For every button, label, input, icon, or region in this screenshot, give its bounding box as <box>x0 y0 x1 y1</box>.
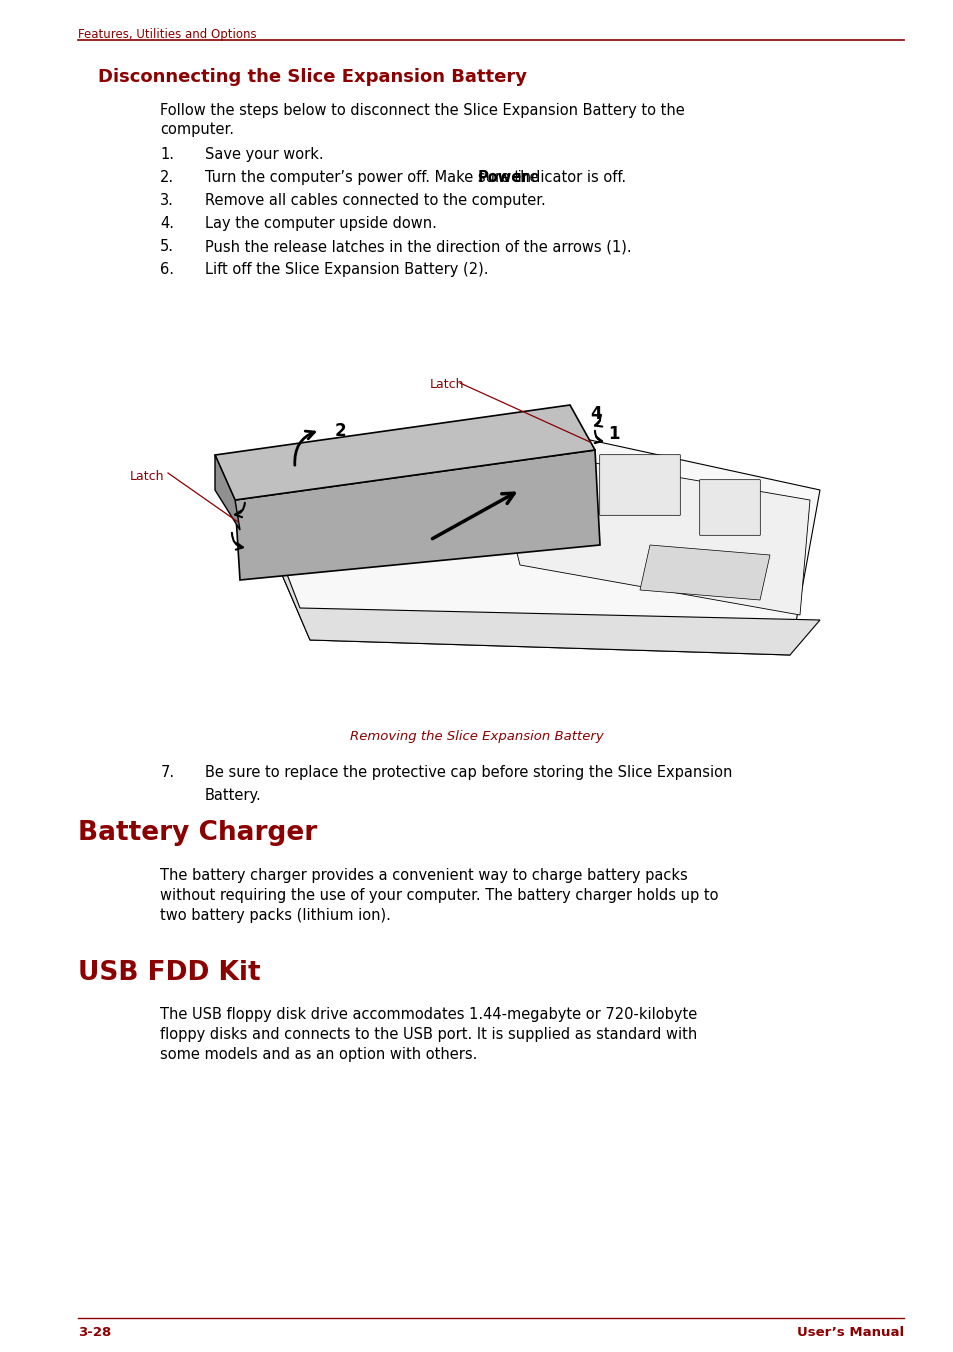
Text: two battery packs (lithium ion).: two battery packs (lithium ion). <box>160 909 391 923</box>
Text: Removing the Slice Expansion Battery: Removing the Slice Expansion Battery <box>350 730 603 744</box>
Text: The battery charger provides a convenient way to charge battery packs: The battery charger provides a convenien… <box>160 868 687 883</box>
Text: some models and as an option with others.: some models and as an option with others… <box>160 1046 477 1063</box>
Text: Lift off the Slice Expansion Battery (2).: Lift off the Slice Expansion Battery (2)… <box>205 262 488 277</box>
Polygon shape <box>214 406 595 500</box>
Text: indicator is off.: indicator is off. <box>513 170 626 185</box>
Text: Latch: Latch <box>430 379 464 391</box>
Text: Remove all cables connected to the computer.: Remove all cables connected to the compu… <box>205 193 545 208</box>
Text: 4: 4 <box>250 500 261 518</box>
Text: Be sure to replace the protective cap before storing the Slice Expansion: Be sure to replace the protective cap be… <box>205 765 732 780</box>
FancyBboxPatch shape <box>599 454 679 515</box>
Text: 2.: 2. <box>160 170 174 185</box>
Polygon shape <box>274 544 820 654</box>
Text: Power: Power <box>476 170 528 185</box>
Polygon shape <box>234 450 599 580</box>
Text: 3.: 3. <box>160 193 174 208</box>
Text: Save your work.: Save your work. <box>205 147 323 162</box>
Text: Battery.: Battery. <box>205 788 261 803</box>
Polygon shape <box>214 456 240 530</box>
Text: 7.: 7. <box>160 765 174 780</box>
Polygon shape <box>280 439 820 654</box>
Text: 4.: 4. <box>160 216 174 231</box>
Text: Features, Utilities and Options: Features, Utilities and Options <box>78 28 256 41</box>
Text: Latch: Latch <box>130 470 164 483</box>
Text: 1: 1 <box>257 545 269 562</box>
Text: User’s Manual: User’s Manual <box>797 1326 903 1338</box>
Text: Follow the steps below to disconnect the Slice Expansion Battery to the: Follow the steps below to disconnect the… <box>160 103 684 118</box>
Polygon shape <box>490 445 809 615</box>
Text: 2: 2 <box>335 422 346 439</box>
Text: Push the release latches in the direction of the arrows (1).: Push the release latches in the directio… <box>205 239 631 254</box>
Text: 4: 4 <box>589 406 601 423</box>
Text: USB FDD Kit: USB FDD Kit <box>78 960 260 986</box>
Text: Disconnecting the Slice Expansion Battery: Disconnecting the Slice Expansion Batter… <box>98 68 527 87</box>
Text: floppy disks and connects to the USB port. It is supplied as standard with: floppy disks and connects to the USB por… <box>160 1028 697 1042</box>
Text: Battery Charger: Battery Charger <box>78 821 317 846</box>
Text: The USB floppy disk drive accommodates 1.44-megabyte or 720-kilobyte: The USB floppy disk drive accommodates 1… <box>160 1007 697 1022</box>
Text: 5.: 5. <box>160 239 174 254</box>
Text: 1: 1 <box>607 425 618 443</box>
Text: without requiring the use of your computer. The battery charger holds up to: without requiring the use of your comput… <box>160 888 718 903</box>
Text: 1.: 1. <box>160 147 174 162</box>
Polygon shape <box>639 545 769 600</box>
Text: Turn the computer’s power off. Make sure the: Turn the computer’s power off. Make sure… <box>205 170 542 185</box>
Text: 6.: 6. <box>160 262 174 277</box>
Text: computer.: computer. <box>160 122 234 137</box>
Text: 3: 3 <box>537 487 548 506</box>
FancyBboxPatch shape <box>699 480 760 535</box>
Text: Lay the computer upside down.: Lay the computer upside down. <box>205 216 436 231</box>
Text: 3-28: 3-28 <box>78 1326 112 1338</box>
